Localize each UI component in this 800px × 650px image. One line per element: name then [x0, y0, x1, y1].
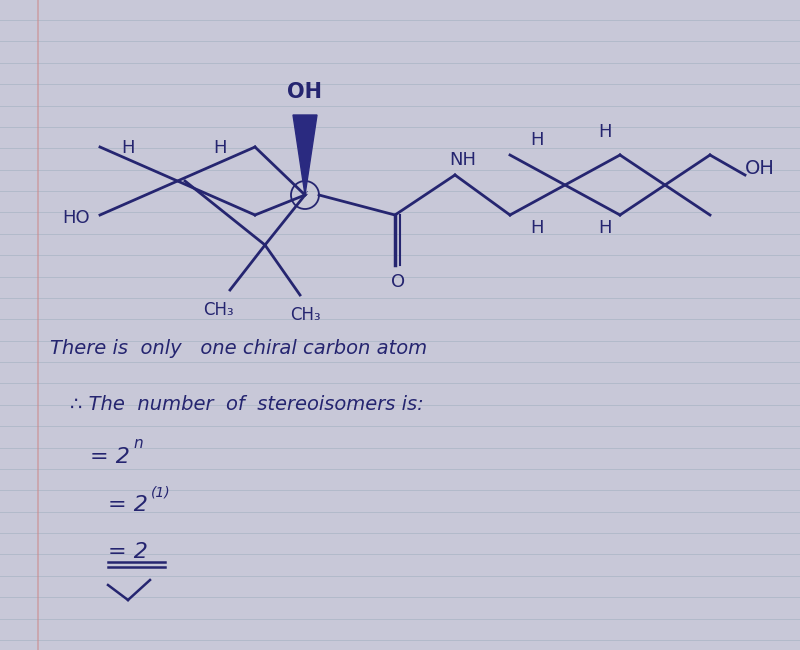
Text: OH: OH [745, 159, 775, 177]
Polygon shape [293, 115, 317, 195]
Text: H: H [530, 219, 544, 237]
Text: NH: NH [450, 151, 477, 169]
Text: H: H [598, 123, 612, 141]
Text: OH: OH [287, 82, 322, 102]
Text: = 2: = 2 [90, 447, 130, 467]
Text: ∴ The  number  of  stereoisomers is:: ∴ The number of stereoisomers is: [70, 395, 424, 415]
Text: CH₃: CH₃ [290, 306, 320, 324]
Text: H: H [530, 131, 544, 149]
Text: O: O [391, 273, 405, 291]
Text: n: n [133, 437, 142, 452]
Text: *: * [302, 190, 308, 203]
Text: H: H [598, 219, 612, 237]
Text: H: H [214, 139, 226, 157]
Text: There is  only   one chiral carbon atom: There is only one chiral carbon atom [50, 339, 427, 358]
Text: H: H [122, 139, 134, 157]
Text: (1): (1) [151, 485, 170, 499]
Text: = 2: = 2 [108, 495, 148, 515]
Text: = 2: = 2 [108, 542, 148, 562]
Text: HO: HO [62, 209, 90, 227]
Text: CH₃: CH₃ [202, 301, 234, 319]
